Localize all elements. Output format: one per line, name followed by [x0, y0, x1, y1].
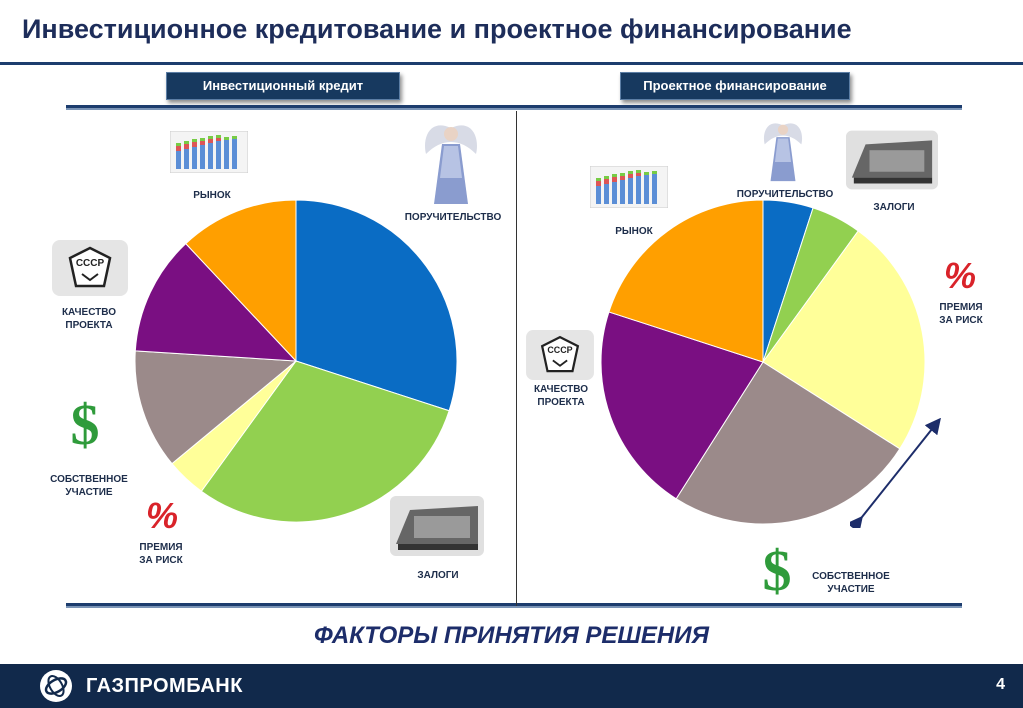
right-collateral-label: ЗАЛОГИ	[873, 202, 915, 213]
angel-guarantee-icon	[760, 118, 806, 189]
page-title: Инвестиционное кредитование и проектное …	[22, 14, 852, 44]
pie-slice-5	[185, 199, 297, 363]
tab-investment-credit[interactable]: Инвестиционный кредит	[166, 72, 400, 100]
tab-project-finance[interactable]: Проектное финансирование	[620, 72, 850, 100]
right-own-label: СОБСТВЕННОЕ УЧАСТИЕ	[812, 571, 890, 595]
investment-credit-pie-chart	[134, 199, 458, 523]
right-risk-label: ПРЕМИЯ ЗА РИСК	[939, 302, 983, 326]
angel-guarantee-icon	[420, 118, 482, 213]
market-chart-icon	[169, 130, 249, 178]
left-guarantee-label: ПОРУЧИТЕЛЬСТВО	[404, 212, 502, 223]
ussr-text: СССР	[547, 345, 572, 355]
left-collateral-label: ЗАЛОГИ	[417, 570, 459, 581]
ussr-quality-icon: СССР	[522, 330, 598, 385]
title-divider	[0, 62, 1023, 65]
pie-slice-5	[608, 199, 764, 363]
pie-slice-4	[600, 311, 764, 500]
pie-slice-1	[200, 360, 450, 523]
ussr-text: СССР	[76, 258, 105, 269]
bottom-divider	[66, 603, 962, 608]
dollar-glyph: $	[71, 394, 100, 454]
pie-slice-0	[295, 199, 458, 412]
dollar-glyph: $	[763, 540, 792, 600]
left-own-label: СОБСТВЕННОЕ УЧАСТИЕ	[50, 474, 128, 498]
gazprombank-logo-icon	[40, 670, 72, 702]
dollar-own-icon: $	[754, 538, 800, 605]
percent-risk-icon: %	[144, 495, 180, 539]
left-market-label: РЫНОК	[193, 190, 231, 201]
center-divider	[516, 111, 517, 606]
market-chart-icon	[589, 165, 669, 213]
percent-glyph: %	[146, 496, 178, 534]
pie-slice-3	[134, 350, 298, 465]
percent-glyph: %	[944, 256, 976, 294]
range-arrow	[850, 418, 941, 528]
building-collateral-icon	[846, 130, 938, 195]
decision-factors-title: ФАКТОРЫ ПРИНЯТИЯ РЕШЕНИЯ	[314, 622, 709, 649]
right-quality-label: КАЧЕСТВО ПРОЕКТА	[533, 384, 589, 408]
pie-slice-4	[134, 242, 298, 362]
percent-risk-icon: %	[942, 255, 978, 299]
top-divider	[66, 105, 962, 110]
right-guarantee-label: ПОРУЧИТЕЛЬСТВО	[736, 189, 834, 200]
ussr-quality-icon: СССР	[52, 240, 128, 301]
page-number: 4	[996, 676, 1005, 693]
footer-bar: ГАЗПРОМБАНК 4	[0, 664, 1023, 708]
left-risk-label: ПРЕМИЯ ЗА РИСК	[139, 542, 183, 566]
right-market-label: РЫНОК	[615, 226, 653, 237]
project-finance-pie-chart	[600, 199, 926, 525]
brand-name: ГАЗПРОМБАНК	[86, 675, 243, 697]
building-collateral-icon	[390, 496, 484, 561]
dollar-own-icon: $	[62, 392, 108, 459]
left-quality-label: КАЧЕСТВО ПРОЕКТА	[61, 307, 117, 331]
